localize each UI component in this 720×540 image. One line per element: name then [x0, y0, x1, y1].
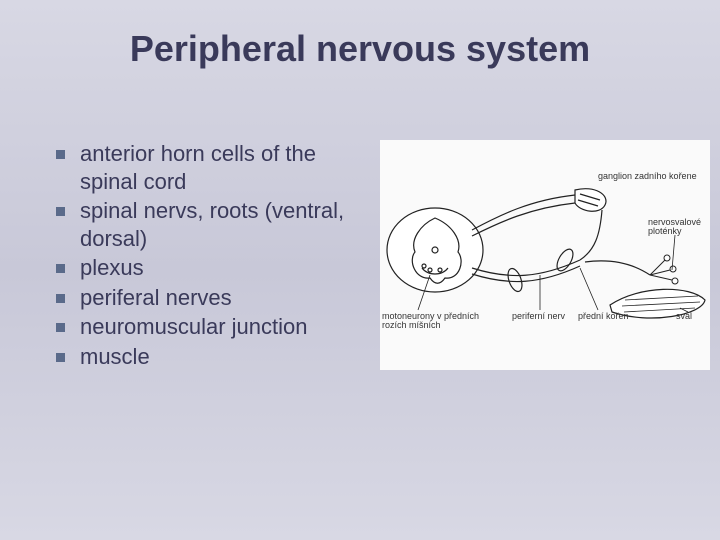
- anatomy-diagram: ganglion zadního kořene nervosvalové plo…: [380, 140, 710, 370]
- content-area: anterior horn cells of the spinal cord s…: [0, 80, 720, 372]
- bullet-icon: [56, 207, 65, 216]
- bullet-icon: [56, 294, 65, 303]
- bullet-icon: [56, 150, 65, 159]
- bullet-icon: [56, 323, 65, 332]
- list-item: muscle: [30, 343, 370, 371]
- slide-title: Peripheral nervous system: [0, 0, 720, 80]
- list-item: anterior horn cells of the spinal cord: [30, 140, 370, 195]
- bullet-icon: [56, 264, 65, 273]
- bullet-icon: [56, 353, 65, 362]
- diagram-label-anterior-root: přední kořen: [578, 312, 643, 321]
- list-item-text: spinal nervs, roots (ventral, dorsal): [80, 198, 344, 251]
- list-item: plexus: [30, 254, 370, 282]
- diagram-label-motoneurons: motoneurony v předních rozích míšních: [382, 312, 492, 331]
- list-item-text: anterior horn cells of the spinal cord: [80, 141, 316, 194]
- diagram-label-ganglion: ganglion zadního kořene: [598, 172, 708, 181]
- list-item: periferal nerves: [30, 284, 370, 312]
- list-item-text: neuromuscular junction: [80, 314, 307, 339]
- list-item-text: plexus: [80, 255, 144, 280]
- diagram-label-peripheral-nerve: periferní nerv: [512, 312, 582, 321]
- list-item: spinal nervs, roots (ventral, dorsal): [30, 197, 370, 252]
- bullet-list: anterior horn cells of the spinal cord s…: [30, 140, 370, 372]
- list-item: neuromuscular junction: [30, 313, 370, 341]
- diagram-label-muscle: sval: [676, 312, 716, 321]
- diagram-label-plate: nervosvalové ploténky: [648, 218, 718, 237]
- list-item-text: periferal nerves: [80, 285, 232, 310]
- list-item-text: muscle: [80, 344, 150, 369]
